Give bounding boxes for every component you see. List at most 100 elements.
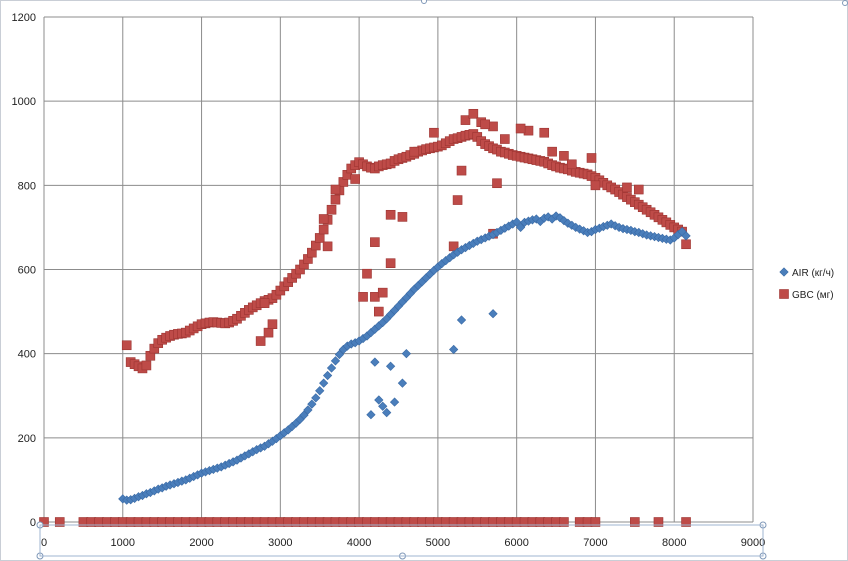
data-point (480, 119, 490, 130)
data-point (590, 517, 601, 527)
data-point (378, 401, 388, 411)
data-point (555, 213, 565, 223)
data-point (681, 517, 691, 527)
data-point (563, 218, 573, 228)
y-tick-label: 800 (18, 180, 36, 192)
data-point (358, 292, 368, 302)
data-point (492, 178, 502, 189)
data-point (559, 517, 569, 527)
data-point (385, 258, 396, 268)
legend-label: GBC (мг) (792, 290, 834, 301)
x-tick-label: 6000 (504, 537, 528, 549)
data-point (385, 361, 396, 371)
data-point (370, 237, 380, 247)
data-point (460, 115, 471, 125)
x-tick-label: 9000 (741, 537, 765, 549)
y-tick-label: 0 (30, 517, 36, 529)
y-tick-label: 400 (18, 349, 36, 361)
data-point (452, 195, 463, 205)
data-point (531, 214, 541, 224)
plot-area-selection[interactable] (39, 524, 764, 557)
data-point (389, 397, 400, 407)
data-point (314, 233, 325, 243)
x-tick-label: 1000 (111, 537, 135, 549)
data-point (586, 153, 597, 163)
data-point (681, 239, 691, 250)
data-point (318, 214, 329, 224)
data-point (350, 174, 360, 184)
selection-handles[interactable] (36, 0, 848, 560)
x-tick-label: 3000 (268, 537, 292, 549)
data-point (401, 349, 412, 359)
data-point (311, 393, 321, 403)
data-point (374, 306, 384, 317)
data-point (515, 123, 526, 134)
data-point (370, 357, 380, 367)
data-point (299, 410, 309, 420)
frame-top-handle[interactable] (421, 0, 427, 4)
data-point (488, 309, 498, 319)
data-point (366, 410, 376, 420)
data-point (630, 517, 640, 527)
data-point (547, 146, 557, 157)
data-point (330, 356, 341, 366)
data-point (385, 209, 396, 220)
data-point (255, 336, 266, 346)
data-point (567, 159, 577, 170)
data-point (543, 212, 553, 222)
data-point (539, 127, 550, 138)
data-point (326, 204, 337, 215)
data-point (330, 184, 341, 195)
data-point (468, 108, 479, 119)
x-tick-label: 4000 (347, 537, 371, 549)
data-point (622, 182, 632, 193)
data-point (500, 134, 510, 144)
data-point (512, 217, 522, 227)
data-point (397, 212, 408, 222)
data-point (653, 517, 664, 527)
data-point (456, 165, 467, 176)
data-point (397, 378, 408, 388)
legend-label: AIR (кг/ч) (792, 268, 834, 279)
data-point (322, 241, 333, 252)
series-air (118, 211, 691, 505)
data-point (590, 180, 601, 191)
data-point (307, 399, 317, 409)
data-point (377, 287, 388, 298)
data-point (141, 360, 152, 371)
data-point (382, 407, 392, 418)
data-point (429, 127, 439, 138)
legend-item[interactable]: AIR (кг/ч) (779, 267, 834, 279)
data-point (259, 298, 270, 308)
data-point (326, 363, 337, 373)
data-point (303, 405, 313, 415)
data-point (409, 146, 420, 157)
data-point (319, 378, 329, 388)
x-tick-label: 8000 (662, 537, 686, 549)
data-point (330, 194, 341, 205)
data-point (567, 220, 577, 230)
data-point (374, 395, 384, 405)
legend[interactable]: AIR (кг/ч) GBC (мг) (779, 267, 835, 302)
data-point (633, 184, 644, 195)
y-tick-label: 200 (18, 433, 36, 445)
data-point (121, 340, 132, 351)
x-tick-label: 2000 (189, 537, 213, 549)
data-point (267, 319, 278, 330)
series-gbc (39, 108, 691, 527)
y-tick-label: 600 (18, 265, 36, 277)
data-point (559, 151, 569, 161)
data-series (39, 108, 691, 527)
y-tick-label: 1000 (12, 96, 36, 108)
gridlines (44, 16, 754, 522)
legend-square-icon (779, 289, 789, 299)
tick-labels: 0 200 400 600 800 1000 1200 0 1000 2000 3000 4000 50… (12, 12, 766, 549)
data-point (515, 222, 526, 233)
x-tick-label: 0 (41, 537, 47, 549)
x-tick-label: 5000 (426, 537, 450, 549)
data-point (263, 327, 274, 338)
frame-corner-handle[interactable] (842, 0, 848, 6)
legend-item[interactable]: GBC (мг) (779, 289, 834, 302)
data-point (318, 224, 329, 235)
